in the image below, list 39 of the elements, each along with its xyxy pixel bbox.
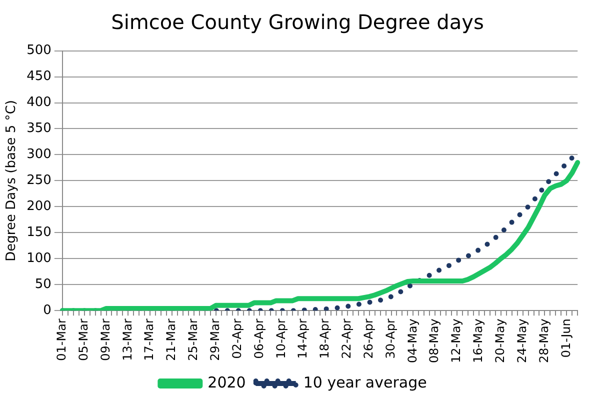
x-tick-label: 01-Jun [558, 318, 573, 358]
y-tick-label: 500 [26, 43, 52, 58]
y-axis-title: Degree Days (base 5 °C) [4, 100, 20, 262]
x-tick-label: 02-Apr [230, 318, 244, 359]
x-tick-label: 24-May [514, 318, 529, 364]
y-tick-label: 50 [34, 276, 52, 292]
y-tick-label: 100 [26, 251, 52, 266]
x-tick-label: 22-Apr [340, 318, 354, 359]
x-tick-label: 20-May [492, 318, 507, 364]
x-tick-label: 08-May [427, 318, 442, 364]
x-tick-label: 12-May [449, 318, 464, 364]
y-tick-label: 300 [26, 147, 52, 162]
x-tick-label: 29-Mar [208, 318, 222, 361]
y-tick-label: 400 [26, 95, 52, 110]
y-tick-label: 250 [26, 173, 52, 188]
x-tick-label: 28-May [536, 318, 551, 364]
y-tick-label: 450 [26, 69, 52, 84]
x-tick-label: 21-Mar [164, 318, 178, 361]
x-tick-label: 01-Mar [54, 318, 69, 361]
x-tick-label: 10-Apr [274, 318, 288, 359]
y-tick-label: 200 [26, 199, 52, 214]
x-tick-label: 25-Mar [186, 318, 200, 361]
x-tick-label: 17-Mar [142, 318, 156, 361]
legend-label: 10 year average [303, 373, 427, 392]
x-tick-label: 09-Mar [98, 318, 112, 361]
chart-title: Simcoe County Growing Degree days [110, 9, 485, 36]
y-tick-label: 0 [43, 302, 52, 318]
legend-label: 2020 [208, 373, 246, 392]
y-tick-label: 350 [26, 121, 52, 136]
x-tick-label: 30-Apr [383, 318, 398, 359]
x-tick-label: 05-Mar [76, 318, 90, 361]
x-tick-label: 06-Apr [252, 318, 266, 359]
y-tick-label: 150 [26, 225, 52, 240]
x-tick-label: 04-May [405, 318, 420, 364]
x-tick-label: 16-May [471, 318, 486, 364]
x-tick-label: 13-Mar [120, 318, 134, 361]
x-tick-label: 14-Apr [296, 318, 310, 359]
x-tick-label: 26-Apr [361, 318, 376, 359]
x-tick-label: 18-Apr [318, 318, 332, 359]
